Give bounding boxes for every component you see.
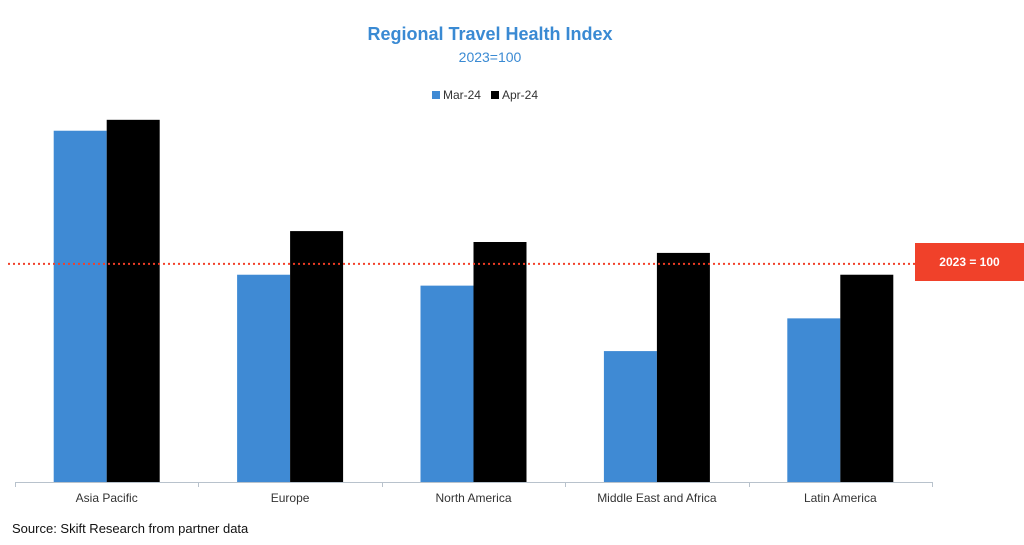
x-tick-label: Europe xyxy=(271,491,310,505)
bar-2-3 xyxy=(473,242,527,482)
legend-item-series-1: Mar-24 xyxy=(431,88,481,102)
source-note: Source: Skift Research from partner data xyxy=(12,521,249,536)
chart-title: Regional Travel Health Index xyxy=(367,24,613,44)
bar-2-5 xyxy=(840,274,894,482)
x-tick-label: Latin America xyxy=(804,491,877,505)
bar-1-3 xyxy=(420,285,474,482)
chart-legend: Mar-24 Apr-24 xyxy=(0,88,970,102)
x-tick-label: North America xyxy=(435,491,511,505)
bar-1-5 xyxy=(787,318,841,482)
legend-item-series-2: Apr-24 xyxy=(490,88,539,102)
bar-1-4 xyxy=(603,351,657,482)
chart-subtitle: 2023=100 xyxy=(458,49,522,65)
x-tick-label: Asia Pacific xyxy=(76,491,138,505)
reference-line-badge: 2023 = 100 xyxy=(915,243,1024,281)
legend-swatch-series-1 xyxy=(431,91,440,99)
bar-1-1 xyxy=(53,130,107,482)
legend-swatch-series-2 xyxy=(490,91,499,99)
x-tick-label: Middle East and Africa xyxy=(597,491,717,505)
bar-2-4 xyxy=(656,252,710,482)
bar-2-1 xyxy=(106,119,160,483)
legend-label-series-2: Apr-24 xyxy=(501,88,539,102)
bar-1-2 xyxy=(237,274,291,482)
bar-2-2 xyxy=(290,231,344,482)
legend-label-series-1: Mar-24 xyxy=(442,88,481,102)
